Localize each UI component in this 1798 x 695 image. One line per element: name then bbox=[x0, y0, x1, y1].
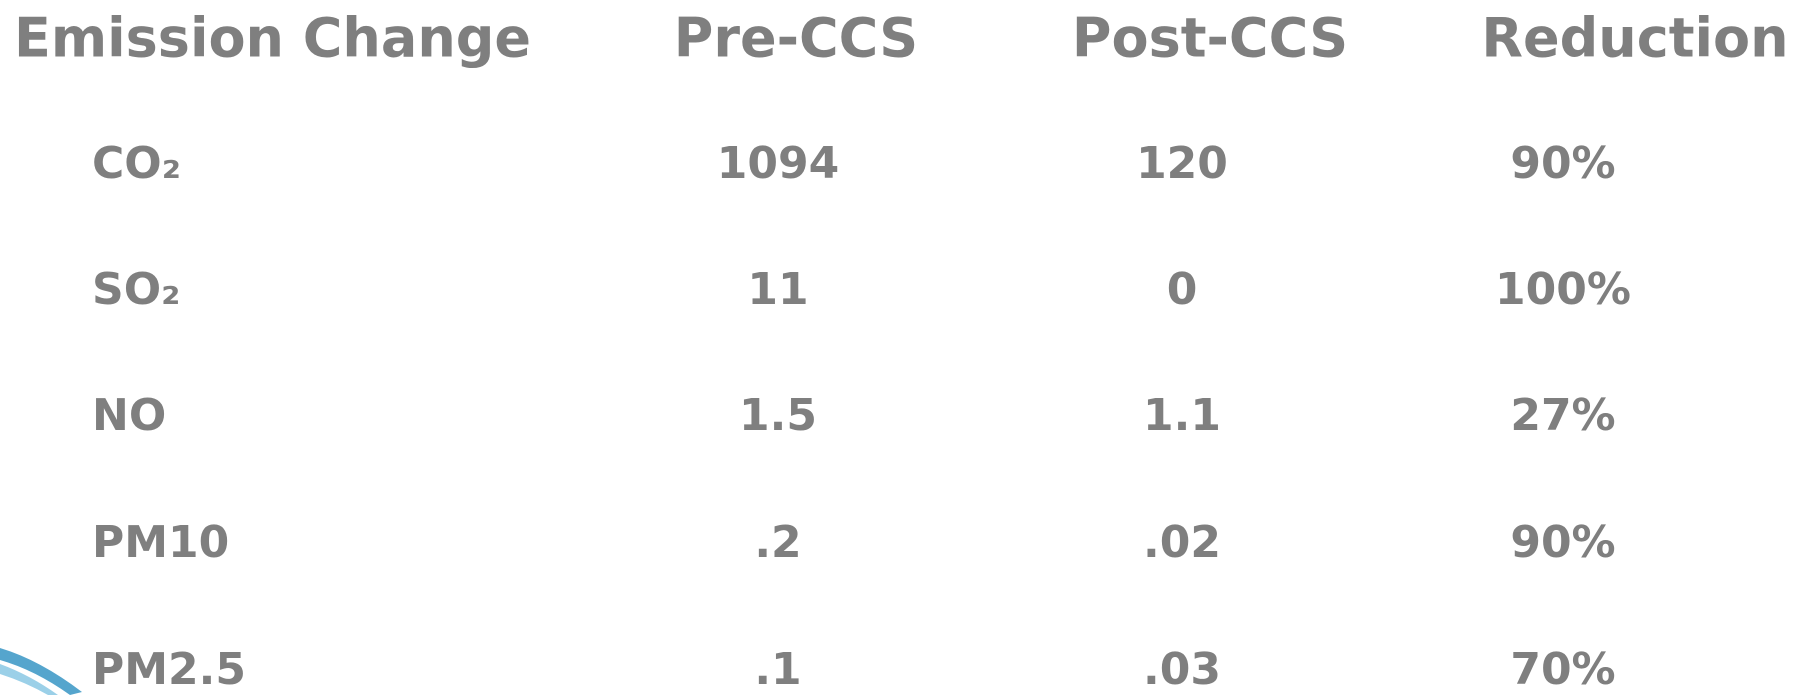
table-cell: 120 bbox=[1136, 138, 1228, 189]
column-header: Emission Change bbox=[14, 7, 531, 70]
row-label: CO₂ bbox=[92, 138, 181, 189]
table-cell: 90% bbox=[1510, 517, 1615, 568]
row-label: NO bbox=[92, 390, 166, 441]
table-cell: 1094 bbox=[717, 138, 839, 189]
table-cell: .02 bbox=[1143, 517, 1221, 568]
table-cell: 1.1 bbox=[1143, 390, 1221, 441]
table-cell: 11 bbox=[747, 264, 808, 315]
table-cell: .1 bbox=[754, 644, 801, 695]
table-cell: .2 bbox=[754, 517, 801, 568]
row-label: SO₂ bbox=[92, 264, 180, 315]
table-cell: 0 bbox=[1167, 264, 1198, 315]
table-cell: 1.5 bbox=[739, 390, 817, 441]
slide-table: Emission Change Pre-CCS Post-CCS Reduction C… bbox=[0, 0, 1798, 695]
table-cell: 90% bbox=[1510, 138, 1615, 189]
table-cell: 27% bbox=[1510, 390, 1615, 441]
page: {"table": { "headers": ["Emission Change… bbox=[0, 0, 1798, 695]
row-label: PM10 bbox=[92, 517, 229, 568]
table-cell: 70% bbox=[1510, 644, 1615, 695]
table-cell: .03 bbox=[1143, 644, 1221, 695]
table-cell: 100% bbox=[1495, 264, 1631, 315]
column-header: Reduction bbox=[1481, 7, 1788, 70]
column-header: Post-CCS bbox=[1072, 7, 1348, 70]
row-label: PM2.5 bbox=[92, 644, 246, 695]
decorative-swoosh bbox=[0, 648, 82, 695]
column-header: Pre-CCS bbox=[674, 7, 918, 70]
table: Emission Change Pre-CCS Post-CCS Reduction C… bbox=[14, 7, 1789, 695]
